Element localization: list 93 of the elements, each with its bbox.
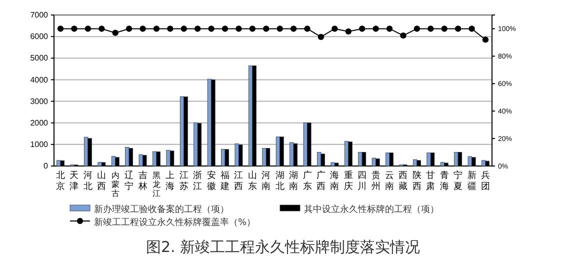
point xyxy=(153,26,160,32)
bar xyxy=(426,152,431,166)
bar xyxy=(207,78,212,166)
x-tick-label: 湖南 xyxy=(289,170,298,192)
x-tick-label: 重庆 xyxy=(344,170,353,192)
x-tick-label: 天津 xyxy=(70,170,79,192)
text: 图2. 新竣工工程永久性标牌制度落实情况 xyxy=(146,238,420,256)
x-tick-label: 四川 xyxy=(358,171,367,192)
x-tick-label: 吉林 xyxy=(137,170,148,192)
point xyxy=(372,26,379,32)
point xyxy=(112,30,118,36)
point xyxy=(454,26,462,32)
point xyxy=(180,26,187,32)
x-tick-label: 河北 xyxy=(83,170,92,192)
point xyxy=(428,26,434,32)
x-tick-label: 福建 xyxy=(220,170,230,192)
point xyxy=(386,26,393,32)
point xyxy=(304,26,310,32)
x-tick-label: 青海 xyxy=(440,170,449,192)
point xyxy=(71,26,78,32)
x-tick-label: 山西 xyxy=(97,170,106,192)
point xyxy=(236,26,242,32)
y-tick-label: 3000 xyxy=(30,96,49,106)
x-tick-label: 新疆 xyxy=(467,170,476,192)
bar xyxy=(440,162,445,166)
bar xyxy=(166,150,170,166)
point xyxy=(359,26,366,32)
y-tick-label: 5000 xyxy=(30,54,49,63)
bar xyxy=(482,160,486,166)
x-tick-label: 湖北 xyxy=(275,170,284,192)
y-tick-label: 4000 xyxy=(30,75,49,84)
point xyxy=(194,26,201,32)
y-tick-label: 1000 xyxy=(30,140,49,149)
x-tick-label: 北京 xyxy=(56,170,66,192)
y-tick-label: 7000 xyxy=(30,10,49,20)
y-tick-label: 2000 xyxy=(30,118,49,128)
x-tick-label: 宁夏 xyxy=(454,170,463,192)
x-tick-label: 陕西 xyxy=(412,170,422,192)
x-tick-label: 江苏 xyxy=(179,170,188,192)
bar xyxy=(303,122,308,166)
point xyxy=(482,36,489,43)
bar xyxy=(234,144,239,166)
point xyxy=(276,26,283,32)
point xyxy=(318,34,324,40)
legend-label: 新竣工工程设立永久性标牌覆盖率（%） xyxy=(94,217,256,228)
bar xyxy=(330,162,335,166)
point xyxy=(263,26,270,32)
x-tick-label: 内蒙古 xyxy=(111,171,120,198)
point xyxy=(208,26,214,32)
x-tick-label: 上海 xyxy=(166,170,175,192)
point xyxy=(222,26,228,32)
y-tick-label: 0 xyxy=(44,162,49,171)
x-tick-label: 甘肃 xyxy=(426,170,436,192)
point xyxy=(249,26,256,32)
x-tick-label: 西藏 xyxy=(398,171,408,192)
bar xyxy=(468,156,472,166)
x-tick-label: 河南 xyxy=(262,170,271,192)
x-tick-label: 广东 xyxy=(302,170,312,192)
bar xyxy=(412,159,418,166)
bar xyxy=(138,154,143,166)
point xyxy=(167,26,174,32)
legend-label: 新办理竣工验收备案的工程（项） xyxy=(94,204,229,215)
point xyxy=(345,28,352,35)
x-tick-label: 贵州 xyxy=(371,170,380,192)
point xyxy=(468,26,475,32)
bar xyxy=(98,162,102,166)
bar xyxy=(262,148,266,166)
x-tick-label: 安徽 xyxy=(206,170,216,192)
bar xyxy=(372,158,376,166)
x-tick-label: 江西 xyxy=(234,170,244,192)
x-tick-label: 云南 xyxy=(385,171,394,192)
x-tick-label: 广西 xyxy=(316,170,326,192)
legend-label: 其中设立永久性标牌的工程（项） xyxy=(304,204,439,215)
point xyxy=(400,32,406,39)
point xyxy=(57,26,64,32)
x-tick-label: 辽宁 xyxy=(124,170,134,192)
y-tick-label: 6000 xyxy=(30,32,49,42)
point xyxy=(140,26,146,32)
x-tick-label: 山东 xyxy=(248,170,257,192)
point xyxy=(98,26,105,32)
point xyxy=(290,26,297,32)
x-tick-label: 兵团 xyxy=(480,170,490,192)
point xyxy=(441,26,448,32)
bar xyxy=(358,152,362,166)
x-tick-label: 海南 xyxy=(330,170,340,192)
point xyxy=(126,26,132,32)
point xyxy=(414,26,420,32)
point xyxy=(84,26,92,32)
x-tick-label: 黑龙江 xyxy=(152,171,160,198)
point xyxy=(332,26,338,32)
bar xyxy=(56,160,61,166)
bar xyxy=(194,122,198,166)
x-tick-label: 浙江 xyxy=(193,170,202,192)
